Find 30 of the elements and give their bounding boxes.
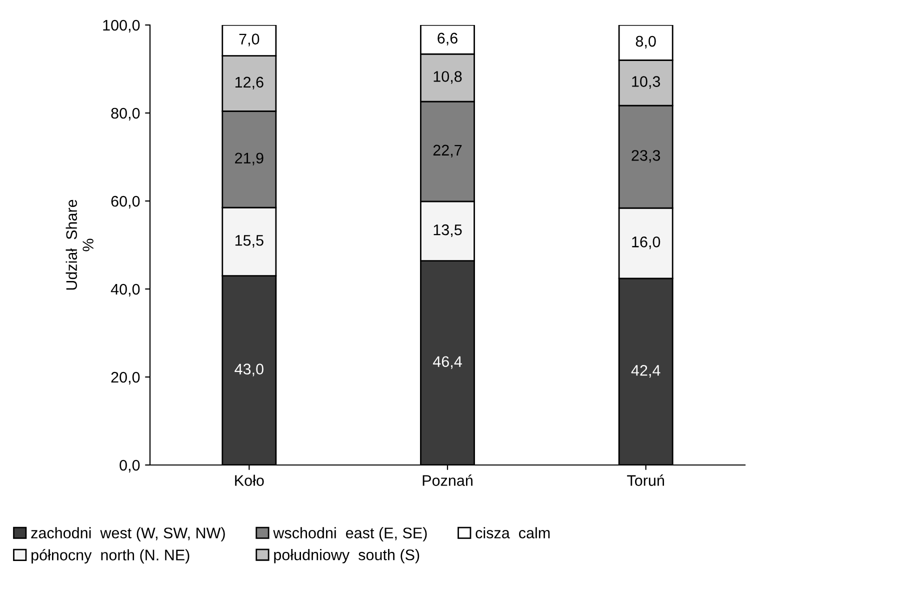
data-label: 21,9 xyxy=(235,152,264,166)
y-tick-label: 20,0 xyxy=(111,372,140,384)
x-tick-label: Koło xyxy=(235,474,264,486)
data-label: 10,3 xyxy=(632,76,660,89)
data-label: 23,3 xyxy=(632,150,660,163)
legend-label: północny north (N. NE) xyxy=(32,549,190,564)
y-tick-label: 40,0 xyxy=(110,284,140,296)
data-label: 16,0 xyxy=(632,236,660,250)
data-label: 10,8 xyxy=(434,71,462,84)
data-label: 6,6 xyxy=(438,32,458,46)
y-tick-label: 0,0 xyxy=(120,460,140,472)
data-label: 7,0 xyxy=(239,34,260,46)
y-tick-label: 80,0 xyxy=(111,108,140,120)
data-label: 43,0 xyxy=(234,364,264,376)
x-tick-label: Poznań xyxy=(422,474,472,486)
data-label: 22,7 xyxy=(433,144,462,158)
legend-label: zachodni west (W, SW, NW) xyxy=(31,527,225,542)
x-tick-label: Toruń xyxy=(627,474,664,486)
y-tick-label: 60,0 xyxy=(111,196,140,208)
data-label: 8,0 xyxy=(636,36,656,49)
data-label: 15,5 xyxy=(235,235,264,248)
data-label: 42,4 xyxy=(631,365,660,378)
legend-label: południowy south (S) xyxy=(274,549,420,564)
legend-label: wschodni east (E, SE) xyxy=(273,527,427,542)
y-axis-title: Udział Share % xyxy=(66,200,94,290)
data-label: 13,5 xyxy=(434,224,462,238)
data-label: 46,4 xyxy=(432,356,462,369)
y-tick-label: 100,0 xyxy=(103,20,140,32)
data-label: 12,6 xyxy=(235,76,264,90)
legend-label: cisza calm xyxy=(476,527,550,538)
